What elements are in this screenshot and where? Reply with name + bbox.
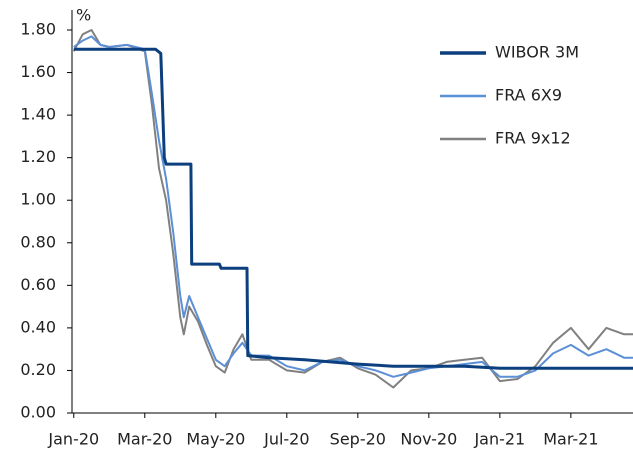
y-tick-label: 0.80 (20, 232, 56, 251)
y-tick-label: 0.20 (20, 360, 56, 379)
x-tick-label: Jul-20 (263, 430, 309, 449)
y-tick-label: 1.80 (20, 20, 56, 39)
series-line (73, 35, 633, 378)
legend-label: FRA 6X9 (495, 86, 562, 105)
y-tick-label: 0.40 (20, 317, 56, 336)
y-unit-label: % (76, 6, 91, 25)
y-tick-label: 1.20 (20, 147, 56, 166)
y-tick-label: 0.00 (20, 403, 56, 422)
x-tick-label: Jan-20 (47, 430, 99, 449)
x-tick-label: Nov-20 (400, 430, 457, 449)
y-tick-label: 1.40 (20, 105, 56, 124)
series-line (73, 47, 633, 370)
legend-label: FRA 9x12 (495, 129, 571, 148)
x-tick-label: Sep-20 (330, 430, 386, 449)
y-tick-label: 1.00 (20, 190, 56, 209)
y-tick-label: 0.60 (20, 275, 56, 294)
x-tick-label: Mar-20 (117, 430, 172, 449)
y-tick-label: 1.60 (20, 62, 56, 81)
x-tick-label: Mar-21 (543, 430, 598, 449)
legend-label: WIBOR 3M (495, 43, 579, 62)
series-line (72, 29, 633, 389)
x-tick-label: Jan-21 (473, 430, 525, 449)
x-tick-label: May-20 (186, 430, 245, 449)
